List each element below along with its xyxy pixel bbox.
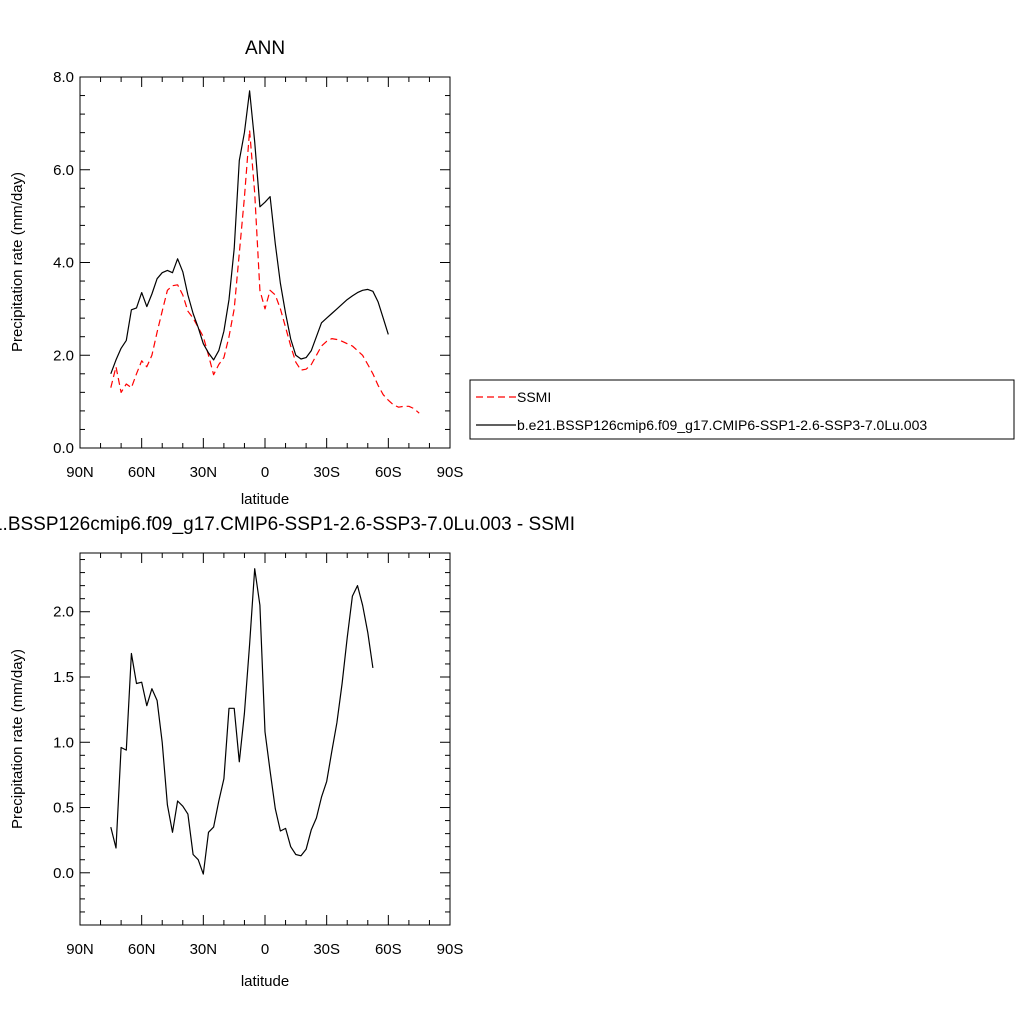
top-y-tick-label-3: 6.0: [53, 162, 74, 179]
top-y-tick-label-1: 2.0: [53, 347, 74, 364]
top-title: ANN: [245, 38, 285, 59]
bottom-y-axis-label: Precipitation rate (mm/day): [9, 649, 26, 829]
top-x-tick-label-1: 60N: [128, 464, 156, 481]
top-y-tick-label-4: 8.0: [53, 69, 74, 86]
top-x-tick-label-6: 90S: [437, 464, 464, 481]
bottom-y-tick-label-0: 0.0: [53, 865, 74, 882]
bottom-x-tick-label-4: 30S: [313, 941, 340, 958]
legend-label-ssmi: SSMI: [517, 389, 551, 405]
top-x-tick-label-3: 0: [261, 464, 269, 481]
legend-box: [469, 379, 1015, 440]
bottom-x-tick-label-3: 0: [261, 941, 269, 958]
bottom-title: b.e21.BSSP126cmip6.f09_g17.CMIP6-SSP1-2.…: [0, 514, 575, 535]
top-x-tick-label-4: 30S: [313, 464, 340, 481]
top-series-line-1: [110, 90, 389, 375]
bottom-x-axis-label: latitude: [241, 973, 289, 990]
top-y-axis-label: Precipitation rate (mm/day): [9, 172, 26, 352]
bottom-series-line-0: [110, 568, 374, 875]
bottom-y-tick-label-3: 1.5: [53, 669, 74, 686]
top-y-tick-label-2: 4.0: [53, 255, 74, 272]
bottom-x-tick-label-0: 90N: [66, 941, 94, 958]
top-x-tick-label-0: 90N: [66, 464, 94, 481]
top-x-tick-label-5: 60S: [375, 464, 402, 481]
top-x-tick-label-2: 30N: [190, 464, 218, 481]
top-series-line-0: [110, 129, 420, 414]
top-panel: ANN 90N 60N 30N 0 30S 60S 90S 0.0 2.0 4.0 6.0 8.0 l…: [9, 38, 463, 508]
top-plot-frame: [79, 76, 451, 449]
bottom-plot: 90N 60N 30N 0 30S 60S 90S 0.0 0.5 1.0 1.5 2.0: [53, 553, 463, 958]
top-plot: 90N 60N 30N 0 30S 60S 90S 0.0 2.0 4.0 6.0 8.0: [53, 69, 463, 481]
bottom-plot-frame: [79, 552, 451, 926]
top-x-axis-label: latitude: [241, 491, 289, 508]
bottom-x-tick-label-6: 90S: [437, 941, 464, 958]
bottom-panel: b.e21.BSSP126cmip6.f09_g17.CMIP6-SSP1-2.…: [0, 514, 575, 990]
bottom-x-tick-label-5: 60S: [375, 941, 402, 958]
bottom-x-tick-label-2: 30N: [190, 941, 218, 958]
top-y-tick-label-0: 0.0: [53, 440, 74, 457]
bottom-y-tick-label-2: 1.0: [53, 734, 74, 751]
legend: SSMI b.e21.BSSP126cmip6.f09_g17.CMIP6-SS…: [469, 379, 1015, 440]
bottom-y-tick-label-1: 0.5: [53, 800, 74, 817]
bottom-y-tick-label-4: 2.0: [53, 604, 74, 621]
legend-label-model: b.e21.BSSP126cmip6.f09_g17.CMIP6-SSP1-2.…: [517, 417, 927, 433]
bottom-x-tick-label-1: 60N: [128, 941, 156, 958]
